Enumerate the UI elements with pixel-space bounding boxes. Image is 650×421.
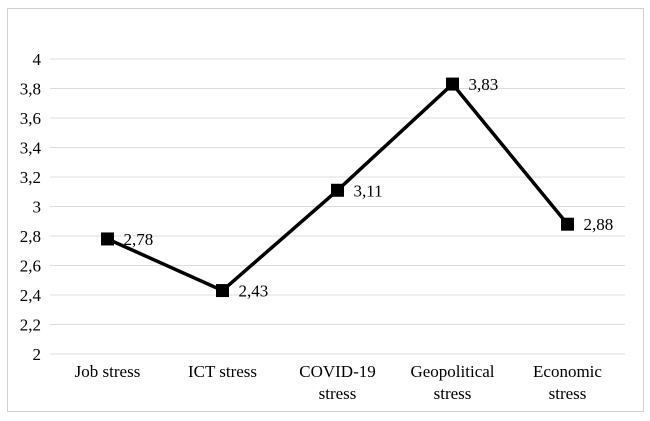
y-axis-tick-label: 2,4: [20, 286, 42, 305]
y-axis-tick-label: 3: [33, 198, 42, 217]
y-axis-tick-label: 2,6: [20, 257, 41, 276]
y-axis-tick-label: 3,8: [20, 80, 41, 99]
data-point-label: 2,43: [239, 282, 269, 301]
chart-border: [7, 8, 644, 412]
data-point-label: 2,78: [124, 230, 154, 249]
data-point-marker: [101, 232, 114, 246]
data-point-marker: [216, 284, 229, 298]
y-axis-tick-label: 4: [33, 50, 42, 69]
x-axis-category-label: Job stress: [75, 362, 141, 381]
data-point-marker: [446, 77, 459, 91]
data-point-label: 3,11: [354, 181, 383, 200]
data-point-label: 2,88: [584, 215, 614, 234]
data-point-label: 3,83: [469, 75, 499, 94]
x-axis-category-label: COVID-19: [299, 362, 376, 381]
x-axis-category-label: stress: [319, 384, 357, 403]
x-axis-category-label: Economic: [533, 362, 602, 381]
y-axis-tick-label: 3,2: [20, 168, 41, 187]
data-point-marker: [331, 183, 344, 197]
x-axis-category-label: stress: [549, 384, 587, 403]
x-axis-category-label: ICT stress: [188, 362, 257, 381]
y-axis-tick-label: 3,4: [20, 139, 42, 158]
y-axis-tick-label: 2: [33, 345, 42, 364]
x-axis-category-label: stress: [434, 384, 472, 403]
y-axis-tick-label: 2,2: [20, 316, 41, 335]
y-axis-tick-label: 3,6: [20, 109, 41, 128]
x-axis-category-label: Geopolitical: [410, 362, 494, 381]
y-axis-tick-label: 2,8: [20, 227, 41, 246]
data-point-marker: [561, 217, 574, 231]
